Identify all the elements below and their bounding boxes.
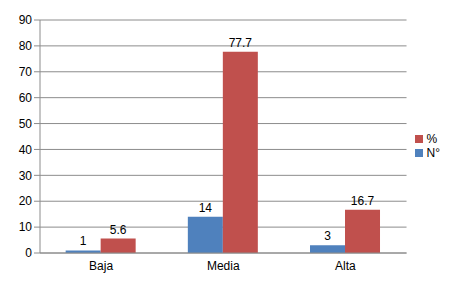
- svg-text:50: 50: [19, 117, 33, 131]
- svg-text:3: 3: [324, 229, 331, 243]
- svg-text:10: 10: [19, 220, 33, 234]
- svg-text:5.6: 5.6: [110, 223, 127, 237]
- svg-text:Media: Media: [207, 259, 240, 273]
- svg-text:40: 40: [19, 143, 33, 157]
- svg-text:1: 1: [80, 234, 87, 248]
- svg-text:14: 14: [199, 201, 213, 215]
- svg-text:0: 0: [25, 246, 32, 260]
- svg-text:80: 80: [19, 39, 33, 53]
- svg-text:30: 30: [19, 169, 33, 183]
- svg-text:Baja: Baja: [89, 259, 113, 273]
- svg-text:70: 70: [19, 65, 33, 79]
- svg-text:20: 20: [19, 194, 33, 208]
- svg-text:77.7: 77.7: [229, 36, 253, 50]
- svg-text:16.7: 16.7: [351, 194, 375, 208]
- html-text:N°: N°: [426, 145, 440, 160]
- svg-text:90: 90: [19, 13, 33, 27]
- svg-text:Alta: Alta: [335, 259, 356, 273]
- svg-text:60: 60: [19, 91, 33, 105]
